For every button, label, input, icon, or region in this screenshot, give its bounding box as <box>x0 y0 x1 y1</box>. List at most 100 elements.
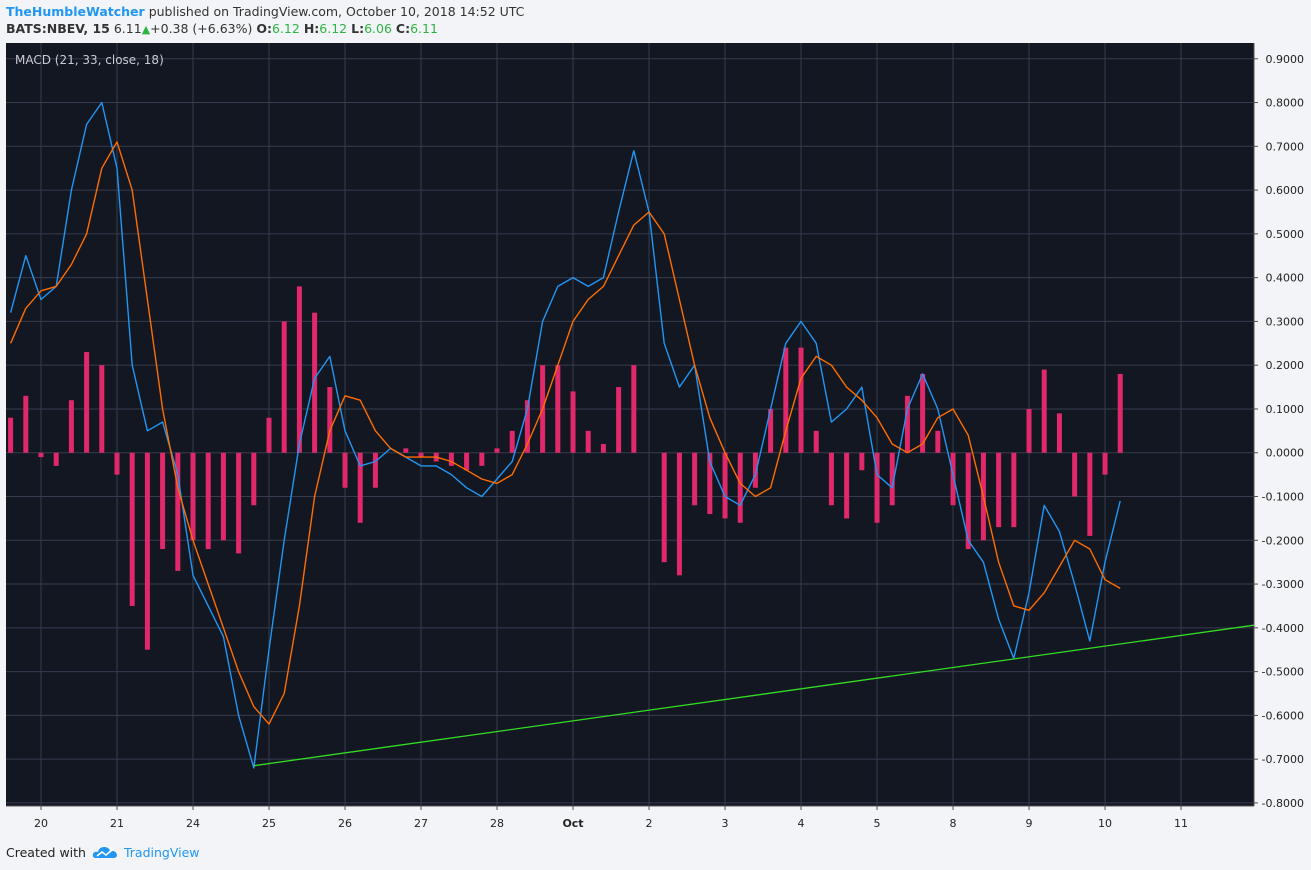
x-tick-label: 26 <box>338 817 352 830</box>
histogram-bar <box>874 452 880 523</box>
histogram-bar <box>844 452 850 519</box>
x-tick-label: 3 <box>722 817 729 830</box>
ticks: 0.9000 0.8000 0.7000 0.6000 0.5000 0.4000 0.30… <box>34 53 1304 830</box>
y-tick-label: -0.2000 <box>1262 534 1304 547</box>
low-label: L: <box>351 21 365 36</box>
x-tick-label: 21 <box>110 817 124 830</box>
histogram-bar <box>175 452 181 571</box>
histogram-bar <box>798 347 804 453</box>
histogram-bar <box>23 395 29 453</box>
histogram-bar <box>464 452 470 471</box>
y-tick-label: 0.7000 <box>1266 140 1305 153</box>
low: 6.06 <box>364 21 392 36</box>
histogram-bar <box>403 448 409 453</box>
histogram-bar <box>752 452 758 488</box>
macd-line <box>9 141 1121 725</box>
y-tick-label: 0.9000 <box>1266 53 1305 66</box>
histogram-bar <box>114 452 120 475</box>
x-tick-label: Oct <box>562 817 583 830</box>
y-tick-label: -0.1000 <box>1262 491 1304 504</box>
histogram-bar <box>509 430 515 453</box>
histogram-bar <box>479 452 485 466</box>
histogram-bar <box>357 452 363 523</box>
histogram-bar <box>144 452 150 650</box>
histogram-bar <box>38 452 44 458</box>
histogram-bar <box>281 321 287 453</box>
histogram-bar <box>266 417 272 453</box>
x-tick-label: 24 <box>186 817 200 830</box>
high: 6.12 <box>319 21 348 36</box>
y-tick-label: 0.3000 <box>1266 315 1305 328</box>
histogram-bar <box>312 312 318 453</box>
histogram-bar <box>889 452 895 506</box>
histogram-bar <box>205 452 211 550</box>
symbol: BATS:NBEV, 15 <box>6 21 110 36</box>
close-label: C: <box>395 21 411 36</box>
histogram-bar <box>251 452 257 506</box>
y-tick-label: 0.4000 <box>1266 272 1305 285</box>
histogram-bar <box>616 387 622 453</box>
histogram-bar <box>631 365 637 453</box>
price: 6.11 <box>113 21 142 36</box>
histogram-bar <box>813 430 819 453</box>
histogram-bar <box>1117 373 1123 453</box>
histogram-bar <box>859 452 865 471</box>
histogram-bar <box>1102 452 1108 475</box>
histogram-bar <box>8 417 14 453</box>
histogram-bar <box>692 452 698 506</box>
open-label: O: <box>256 21 272 36</box>
histogram-bar <box>828 452 834 506</box>
histogram-bar <box>342 452 348 488</box>
histogram-bar <box>1041 369 1047 453</box>
histogram-bar <box>996 452 1002 528</box>
y-tick-label: -0.5000 <box>1262 666 1304 679</box>
indicator-label: MACD (21, 33, close, 18) <box>15 53 164 67</box>
histogram-bar <box>418 452 424 458</box>
histogram-bar <box>737 452 743 523</box>
histogram-bar <box>236 452 242 554</box>
brand[interactable]: TradingView <box>123 844 200 860</box>
y-tick-label: 0.8000 <box>1266 97 1305 110</box>
x-tick-label: 9 <box>1026 817 1033 830</box>
x-tick-label: 11 <box>1174 817 1188 830</box>
histogram-bar <box>768 408 774 453</box>
histogram-bar <box>950 452 956 506</box>
histogram-bar <box>524 400 530 453</box>
y-tick-label: -0.6000 <box>1262 709 1304 722</box>
author[interactable]: TheHumbleWatcher <box>6 4 145 19</box>
x-tick-label: 27 <box>414 817 428 830</box>
close: 6.11 <box>410 21 438 36</box>
x-tick-label: 28 <box>490 817 504 830</box>
x-tick-label: 4 <box>798 817 805 830</box>
footer: Created with TradingView <box>6 844 200 860</box>
histogram-bar <box>1087 452 1093 536</box>
histogram-bar <box>494 448 500 453</box>
y-tick-label: -0.4000 <box>1262 622 1304 635</box>
open: 6.12 <box>271 21 300 36</box>
histogram-bar <box>160 452 166 550</box>
histogram-bar <box>448 452 454 466</box>
histogram-bar <box>585 430 591 453</box>
x-tick-label: 20 <box>34 817 48 830</box>
high-label: H: <box>303 21 320 36</box>
trend-line <box>253 624 1255 767</box>
histogram-bar <box>661 452 667 563</box>
y-tick-label: 0.6000 <box>1266 184 1305 197</box>
histogram-bar <box>1026 408 1032 453</box>
histogram-bar <box>327 387 333 453</box>
histogram-bar <box>53 452 59 466</box>
histogram-bar <box>84 352 90 453</box>
x-tick-label: 10 <box>1098 817 1112 830</box>
x-tick-label: 5 <box>874 817 881 830</box>
marks <box>8 101 1255 769</box>
x-tick-label: 2 <box>646 817 653 830</box>
histogram-bar <box>920 373 926 453</box>
change: +0.38 (+6.63%) <box>150 21 253 36</box>
y-tick-label: 0.0000 <box>1266 447 1305 460</box>
y-tick-label: -0.7000 <box>1262 753 1304 766</box>
y-tick-label: 0.2000 <box>1266 359 1305 372</box>
x-tick-label: 25 <box>262 817 276 830</box>
histogram-bar <box>722 452 728 519</box>
histogram-bar <box>296 286 302 453</box>
